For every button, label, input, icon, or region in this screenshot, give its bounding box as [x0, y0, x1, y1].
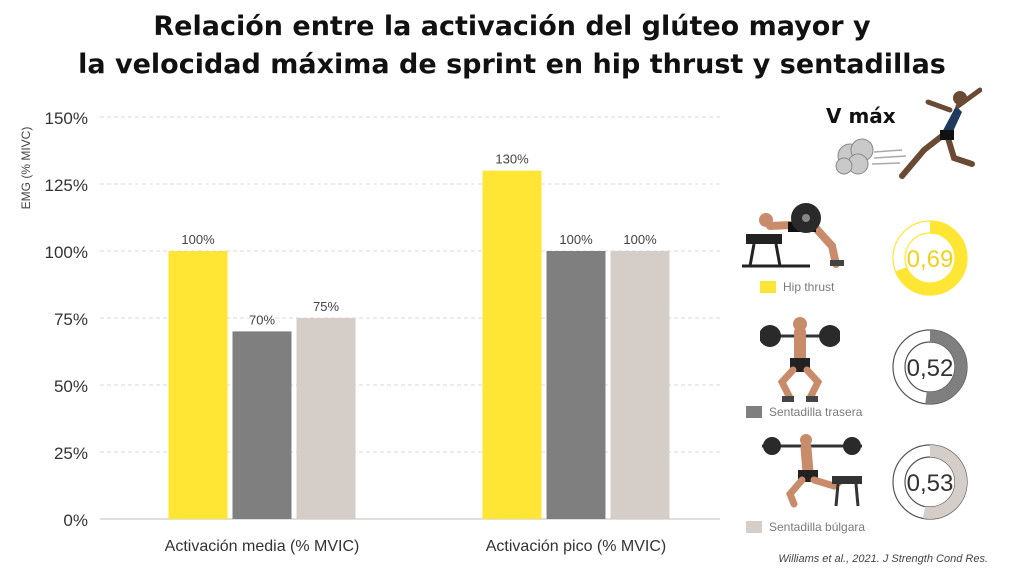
legend-item-sentadilla-trasera: Sentadilla trasera [746, 405, 862, 419]
data-label: 70% [249, 312, 275, 327]
legend-item-sentadilla-bulgara: Sentadilla búlgara [746, 520, 865, 534]
y-tick-label: 75% [54, 310, 88, 329]
legend-label-sentadilla-bulgara: Sentadilla búlgara [769, 520, 866, 534]
y-tick-label: 25% [54, 444, 88, 463]
ring-fill [893, 221, 967, 295]
correlation-value: 0,52 [907, 355, 954, 382]
x-tick-label: Activación media (% MVIC) [165, 538, 360, 555]
hip-thrust-icon [742, 203, 844, 268]
vmax-label: V máx [826, 104, 896, 128]
title-line-2: la velocidad máxima de sprint en hip thr… [78, 49, 946, 80]
legend-swatch-sentadilla-trasera [746, 406, 762, 418]
bar-sentadilla-trasera-1 [546, 251, 606, 519]
y-tick-label: 100% [45, 243, 88, 262]
data-label: 100% [559, 232, 593, 247]
bar-sentadilla-trasera-0 [232, 331, 292, 519]
title-line-1: Relación entre la activación del glúteo … [153, 11, 871, 42]
source-citation: Williams et al., 2021. J Strength Cond R… [778, 553, 988, 565]
data-label: 100% [623, 232, 657, 247]
y-tick-label: 150% [45, 109, 88, 128]
correlation-value: 0,53 [907, 470, 954, 497]
back-squat-icon [760, 317, 840, 402]
y-tick-label: 50% [54, 377, 88, 396]
bar-sentadilla-b-lgara-0 [296, 318, 356, 519]
sprinter-icon [835, 87, 982, 179]
data-label: 100% [181, 232, 215, 247]
y-tick-label: 125% [45, 176, 88, 195]
bar-sentadilla-b-lgara-1 [610, 251, 670, 519]
legend-item-hip-thrust: Hip thrust [760, 280, 834, 294]
legend-label-hip-thrust: Hip thrust [783, 280, 835, 294]
legend-swatch-hip-thrust [760, 281, 776, 293]
x-tick-label: Activación pico (% MVIC) [486, 538, 667, 555]
data-label: 75% [313, 299, 339, 314]
correlation-value: 0,69 [907, 246, 954, 273]
legend-label-sentadilla-trasera: Sentadilla trasera [769, 405, 863, 419]
legend-swatch-sentadilla-bulgara [746, 521, 762, 533]
ring-fill [893, 445, 967, 519]
y-tick-label: 0% [63, 511, 88, 530]
bulgarian-squat-icon [762, 434, 862, 508]
data-label: 130% [495, 152, 529, 167]
y-axis-label: EMG (% MIVC) [19, 127, 33, 210]
bar-hip-thrust-1 [482, 170, 542, 519]
chart-title: Relación entre la activación del glúteo … [0, 8, 1024, 84]
ring-fill [893, 330, 967, 404]
bar-hip-thrust-0 [168, 251, 228, 519]
